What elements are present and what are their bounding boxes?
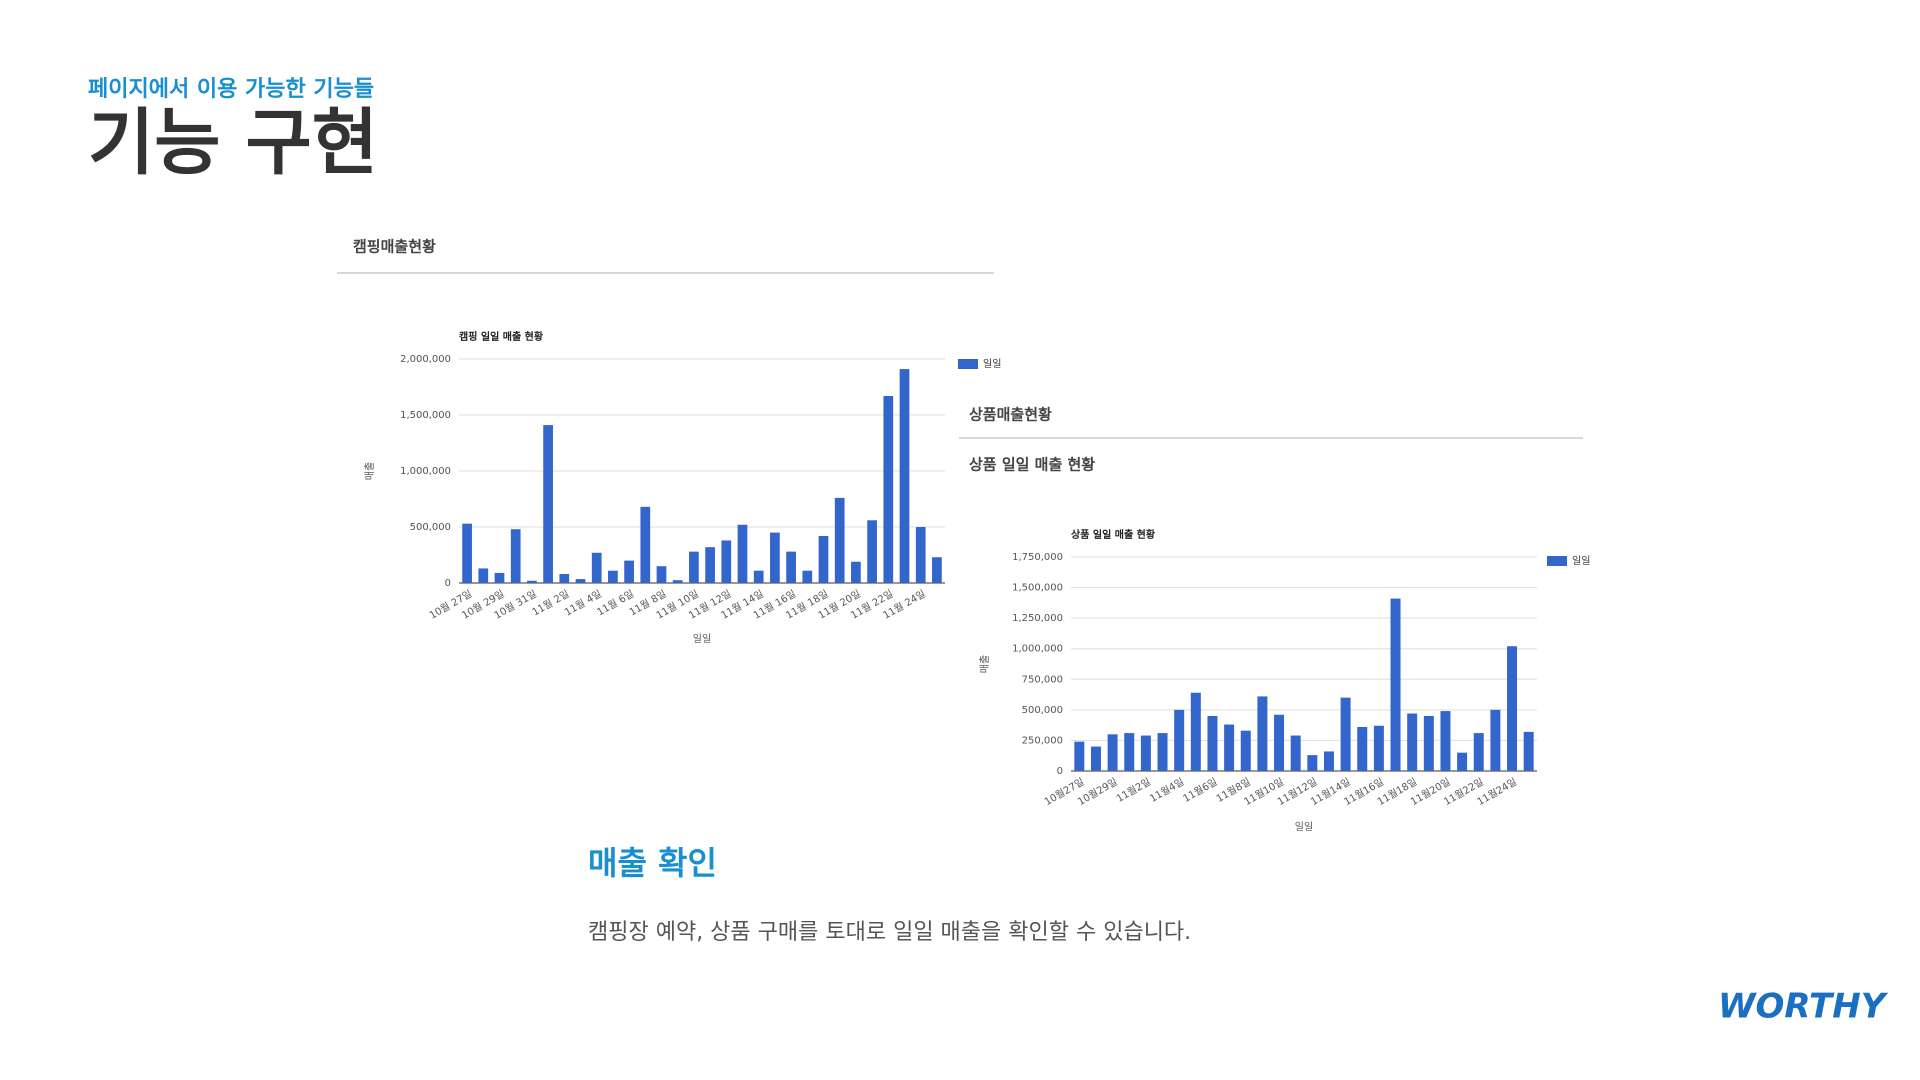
bar [1224,724,1235,771]
y-tick-label: 1,500,000 [400,410,451,421]
bar [851,561,861,583]
bar [1357,726,1368,771]
bar [1274,714,1285,771]
title: 기능 구현 [88,101,378,185]
bar [624,560,634,583]
bar [640,506,651,583]
bar [1157,733,1168,771]
bar [478,568,489,583]
y-axis-title: 매출 [364,462,376,480]
bar [1290,735,1301,771]
bar [543,425,553,583]
bar [1390,598,1401,771]
x-axis-title: 일일 [693,633,711,645]
bar [1373,725,1384,771]
panel-heading: 상품매출현황 [969,406,1052,424]
y-tick-label: 0 [445,578,451,589]
bar [1124,733,1135,771]
bar [834,497,845,583]
y-tick-label: 1,500,000 [1012,583,1063,594]
bar [721,540,732,583]
bar [1074,741,1085,771]
bar [1140,735,1151,771]
y-tick-label: 250,000 [1022,735,1063,746]
chart-title: 상품 일일 매출 현황 [1071,528,1156,541]
legend-swatch [958,359,978,369]
bar [559,574,570,583]
bar [705,547,715,583]
y-tick-label: 2,000,000 [400,354,451,365]
description: 캠핑장 예약, 상품 구매를 토대로 일일 매출을 확인할 수 있습니다. [588,920,1191,945]
y-tick-label: 1,750,000 [1012,552,1063,563]
y-tick-label: 750,000 [1022,674,1063,685]
bar [672,580,683,583]
bar [591,552,602,583]
bar [1090,746,1101,771]
bar [1323,751,1334,771]
panel-heading: 캠핑매출현황 [353,238,436,256]
bar [899,369,910,583]
y-tick-label: 1,250,000 [1012,613,1063,624]
bar [883,395,894,583]
bar [575,579,586,583]
logo: WORTHY [1718,987,1889,1027]
bar [1507,646,1518,771]
bar [1307,755,1318,771]
bar [1174,709,1185,771]
legend-swatch [1547,556,1567,566]
bar [1490,709,1501,771]
bar [1440,711,1451,771]
bar [1190,692,1201,771]
bar [1457,752,1468,771]
bar [1423,715,1434,771]
bar [494,572,505,583]
y-tick-label: 500,000 [410,522,451,533]
y-tick-label: 1,000,000 [1012,644,1063,655]
bar [656,566,667,583]
bar [770,532,780,583]
y-tick-label: 0 [1057,766,1063,777]
legend-label: 일일 [983,358,1001,370]
bar [786,551,796,583]
bar [867,520,877,583]
y-tick-label: 1,000,000 [400,466,451,477]
y-tick-label: 500,000 [1022,705,1063,716]
bar [608,570,618,583]
bar [1473,733,1484,771]
x-axis-title: 일일 [1295,821,1313,833]
bar [932,557,942,583]
bar [527,580,537,583]
bar [753,570,764,583]
y-axis-title: 매출 [979,655,991,673]
bar [510,529,521,583]
bar [1257,696,1268,771]
bar [462,523,472,583]
chart-title: 캠핑 일일 매출 현황 [459,330,544,343]
bar [1523,731,1534,771]
legend-label: 일일 [1572,555,1590,567]
bar [689,551,699,583]
bar [915,527,926,583]
bar [802,570,813,583]
section-title: 매출 확인 [588,844,717,882]
bar [1240,730,1251,771]
bar [1207,715,1218,771]
bar [1340,697,1351,771]
bar [1407,713,1418,771]
bar [737,524,748,583]
subtitle: 페이지에서 이용 가능한 기능들 [88,77,374,102]
bar [818,535,829,583]
bar [1107,734,1118,771]
panel-subheading: 상품 일일 매출 현황 [969,456,1095,474]
